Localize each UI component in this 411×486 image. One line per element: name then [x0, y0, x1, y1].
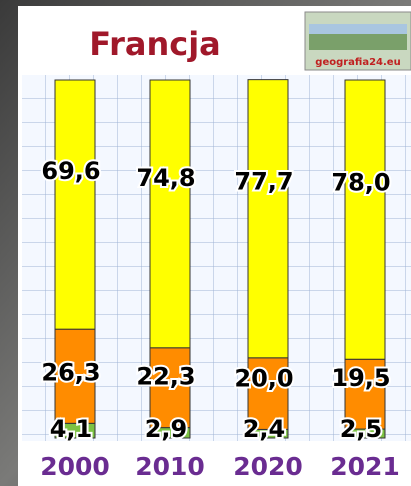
value-label: 2,9 [145, 415, 188, 443]
x-tick-label: 2020 [233, 452, 303, 481]
value-label: 20,0 [234, 364, 293, 392]
logo-text: geografia24.eu [315, 57, 400, 68]
logo: geografia24.eu [304, 11, 411, 71]
bar-segment [247, 79, 289, 359]
value-label: 26,3 [41, 358, 100, 386]
x-tick-label: 2010 [135, 452, 205, 481]
bar-segment [149, 79, 191, 349]
value-label: 4,1 [50, 415, 93, 443]
value-label: 2,4 [243, 415, 286, 443]
value-label: 74,8 [136, 164, 195, 192]
value-label: 78,0 [331, 168, 390, 196]
x-tick-label: 2021 [330, 452, 400, 481]
value-label: 19,5 [331, 364, 390, 392]
bar-segment [247, 357, 289, 430]
value-label: 22,3 [136, 363, 195, 391]
value-label: 69,6 [41, 157, 100, 185]
bar-segment [54, 79, 96, 330]
chart-title: Francja [89, 25, 221, 63]
value-label: 77,7 [234, 168, 293, 196]
value-label: 2,5 [340, 415, 383, 443]
bar-segment [344, 79, 386, 360]
x-tick-label: 2000 [40, 452, 110, 481]
